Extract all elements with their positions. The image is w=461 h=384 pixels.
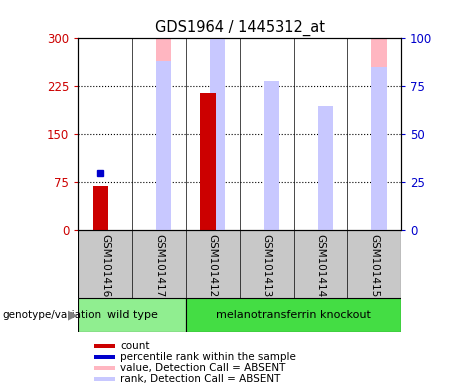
Bar [372,0,386,230]
Text: wild type: wild type [106,310,158,320]
Text: GSM101412: GSM101412 [208,234,218,297]
Bar [156,61,171,230]
Bar [372,67,386,230]
Text: GSM101413: GSM101413 [261,234,272,297]
Bar [264,81,279,230]
Text: count: count [120,341,150,351]
Bar [264,81,279,230]
Text: rank, Detection Call = ABSENT: rank, Detection Call = ABSENT [120,374,281,384]
Bar [210,0,225,230]
Bar [201,93,215,230]
Bar [186,298,401,332]
Text: melanotransferrin knockout: melanotransferrin knockout [216,310,371,320]
Text: GSM101417: GSM101417 [154,234,164,297]
Bar [210,0,225,230]
Bar [93,185,108,230]
Bar [94,355,115,359]
Text: GSM101414: GSM101414 [315,234,325,297]
Text: GSM101415: GSM101415 [369,234,379,297]
Text: percentile rank within the sample: percentile rank within the sample [120,352,296,362]
Bar [94,366,115,370]
Bar [318,106,333,230]
Bar [156,0,171,230]
Text: GSM101416: GSM101416 [100,234,110,297]
Bar [94,377,115,381]
Text: value, Detection Call = ABSENT: value, Detection Call = ABSENT [120,363,286,373]
Text: genotype/variation: genotype/variation [2,310,101,320]
Bar [94,344,115,348]
Title: GDS1964 / 1445312_at: GDS1964 / 1445312_at [155,20,325,36]
Bar [318,106,333,230]
Bar [78,298,186,332]
Text: ▶: ▶ [68,309,78,322]
